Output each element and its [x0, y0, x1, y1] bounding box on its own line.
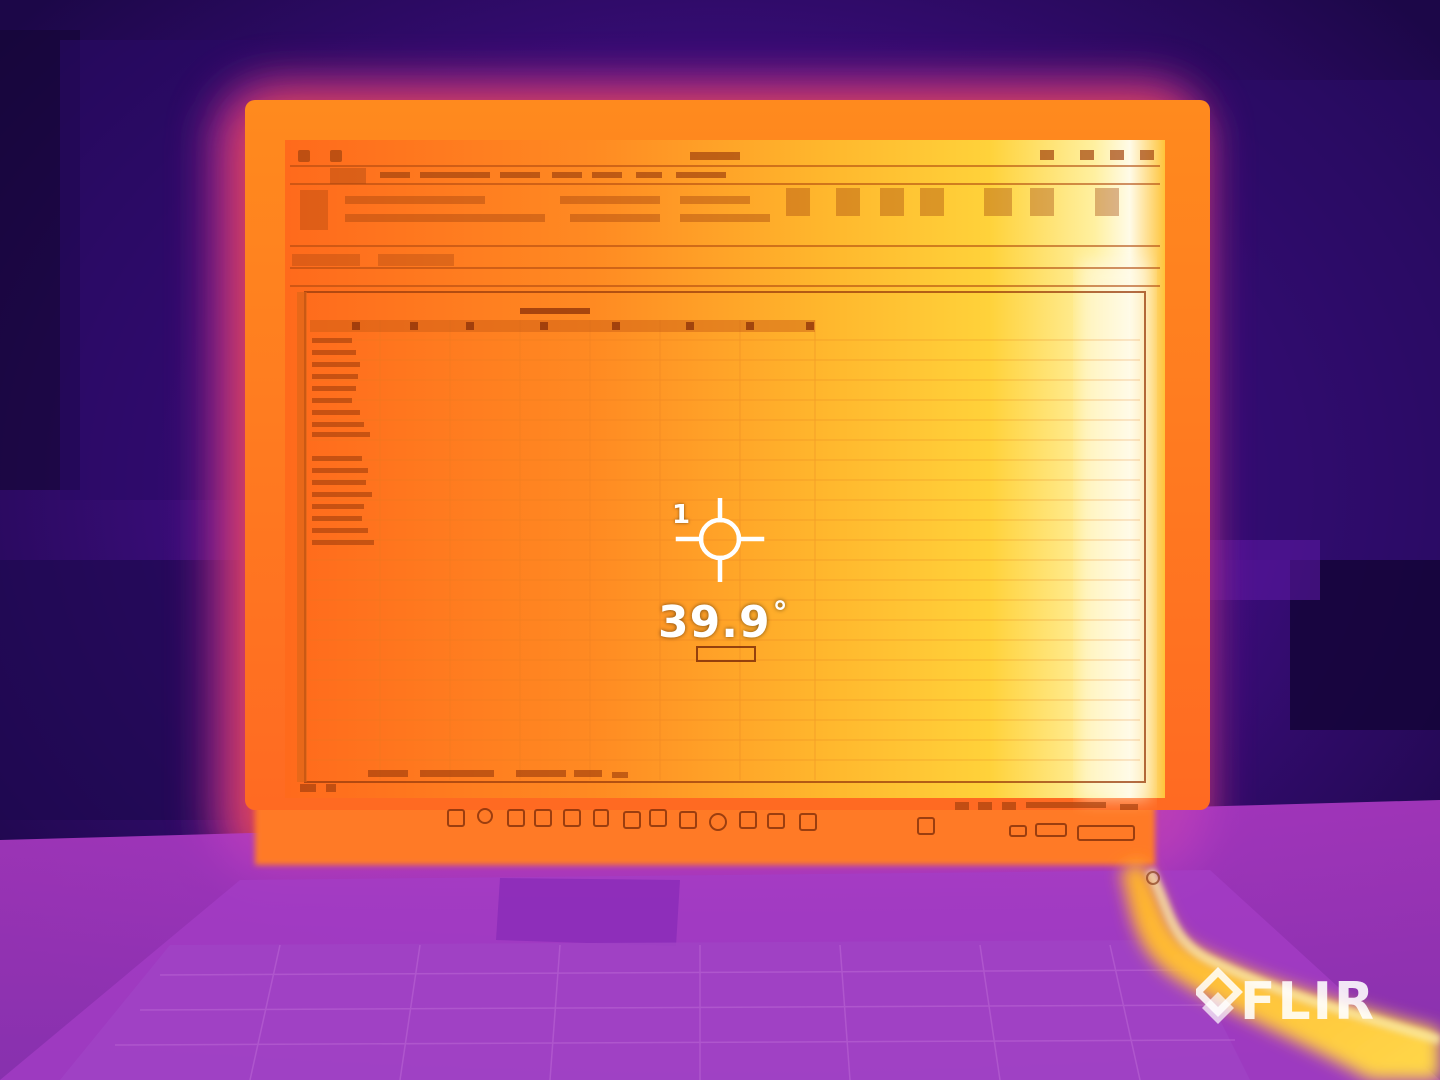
spot-meter-crosshair-icon	[675, 498, 765, 582]
flir-logo-icon	[1196, 967, 1243, 1024]
flir-watermark: FLIR	[1240, 972, 1377, 1032]
spot-meter-index: 1	[672, 500, 691, 530]
temperature-readout: 39.9°	[658, 588, 789, 649]
temperature-value: 39.9	[658, 597, 771, 648]
temperature-unit: °	[772, 596, 789, 631]
